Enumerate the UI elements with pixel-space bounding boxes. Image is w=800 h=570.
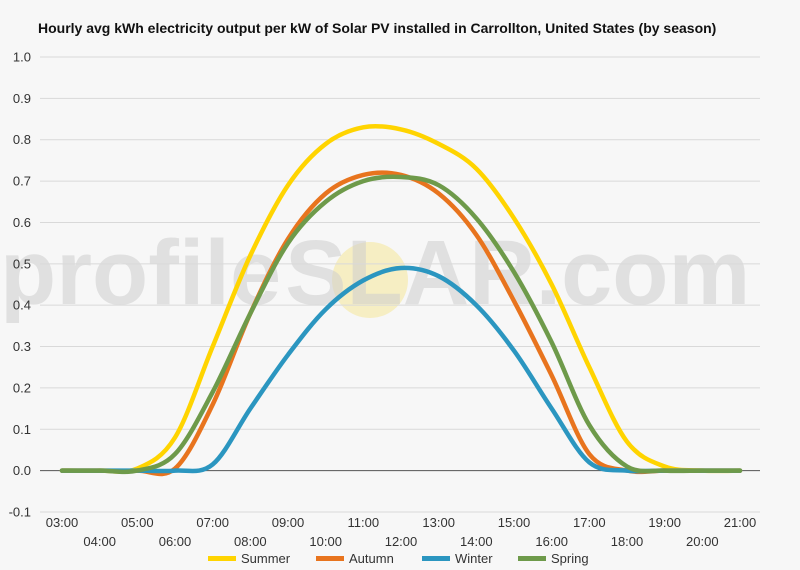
y-tick-label: 0.4 xyxy=(13,298,31,313)
x-tick-label: 13:00 xyxy=(422,515,455,530)
x-tick-label: 09:00 xyxy=(272,515,305,530)
x-tick-label: 08:00 xyxy=(234,534,267,549)
legend-swatch-winter xyxy=(422,556,450,561)
x-axis: 03:00 04:00 05:00 06:00 07:00 08:00 09:00 10:00… xyxy=(46,515,757,549)
x-tick-label: 07:00 xyxy=(196,515,229,530)
x-tick-label: 04:00 xyxy=(83,534,116,549)
y-tick-label: 0.8 xyxy=(13,132,31,147)
y-tick-label: 0.2 xyxy=(13,380,31,395)
series-line-summer xyxy=(59,123,743,474)
watermark: profileSLAR.com xyxy=(0,222,750,324)
legend-swatch-summer xyxy=(208,556,236,561)
x-tick-label: 14:00 xyxy=(460,534,493,549)
series-line-winter xyxy=(59,265,743,474)
series-line-spring xyxy=(59,174,743,475)
x-tick-label: 03:00 xyxy=(46,515,79,530)
y-tick-label: 0.0 xyxy=(13,463,31,478)
x-tick-label: 10:00 xyxy=(309,534,342,549)
y-tick-label: 0.1 xyxy=(13,422,31,437)
legend-swatch-spring xyxy=(518,556,546,561)
x-tick-label: 12:00 xyxy=(385,534,418,549)
x-tick-label: 05:00 xyxy=(121,515,154,530)
legend-label-winter: Winter xyxy=(455,551,493,566)
x-tick-label: 19:00 xyxy=(648,515,681,530)
legend-label-autumn: Autumn xyxy=(349,551,394,566)
x-tick-label: 11:00 xyxy=(348,515,380,530)
x-tick-label: 20:00 xyxy=(686,534,719,549)
y-tick-label: -0.1 xyxy=(9,505,31,520)
chart-title: Hourly avg kWh electricity output per kW… xyxy=(38,20,716,36)
y-tick-label: 0.3 xyxy=(13,339,31,354)
watermark-text: profileSLAR.com xyxy=(0,222,750,324)
y-tick-label: 0.9 xyxy=(13,91,31,106)
y-tick-label: 0.5 xyxy=(13,256,31,271)
legend: Summer Autumn Winter Spring xyxy=(208,551,589,566)
y-tick-label: 0.7 xyxy=(13,174,31,189)
x-tick-label: 17:00 xyxy=(573,515,606,530)
x-tick-label: 21:00 xyxy=(724,515,757,530)
x-tick-label: 06:00 xyxy=(159,534,192,549)
y-tick-label: 0.6 xyxy=(13,215,31,230)
series-lines xyxy=(59,123,743,477)
y-tick-label: 1.0 xyxy=(13,50,31,65)
x-tick-label: 16:00 xyxy=(535,534,568,549)
grid xyxy=(40,56,760,513)
x-tick-label: 15:00 xyxy=(498,515,531,530)
legend-label-spring: Spring xyxy=(551,551,589,566)
watermark-sun-icon xyxy=(332,242,408,318)
legend-swatch-autumn xyxy=(316,556,344,561)
legend-label-summer: Summer xyxy=(241,551,291,566)
x-tick-label: 18:00 xyxy=(611,534,644,549)
y-axis: 1.0 0.9 0.8 0.7 0.6 0.5 0.4 0.3 0.2 0.1 0.0 -0.1 xyxy=(9,50,31,520)
